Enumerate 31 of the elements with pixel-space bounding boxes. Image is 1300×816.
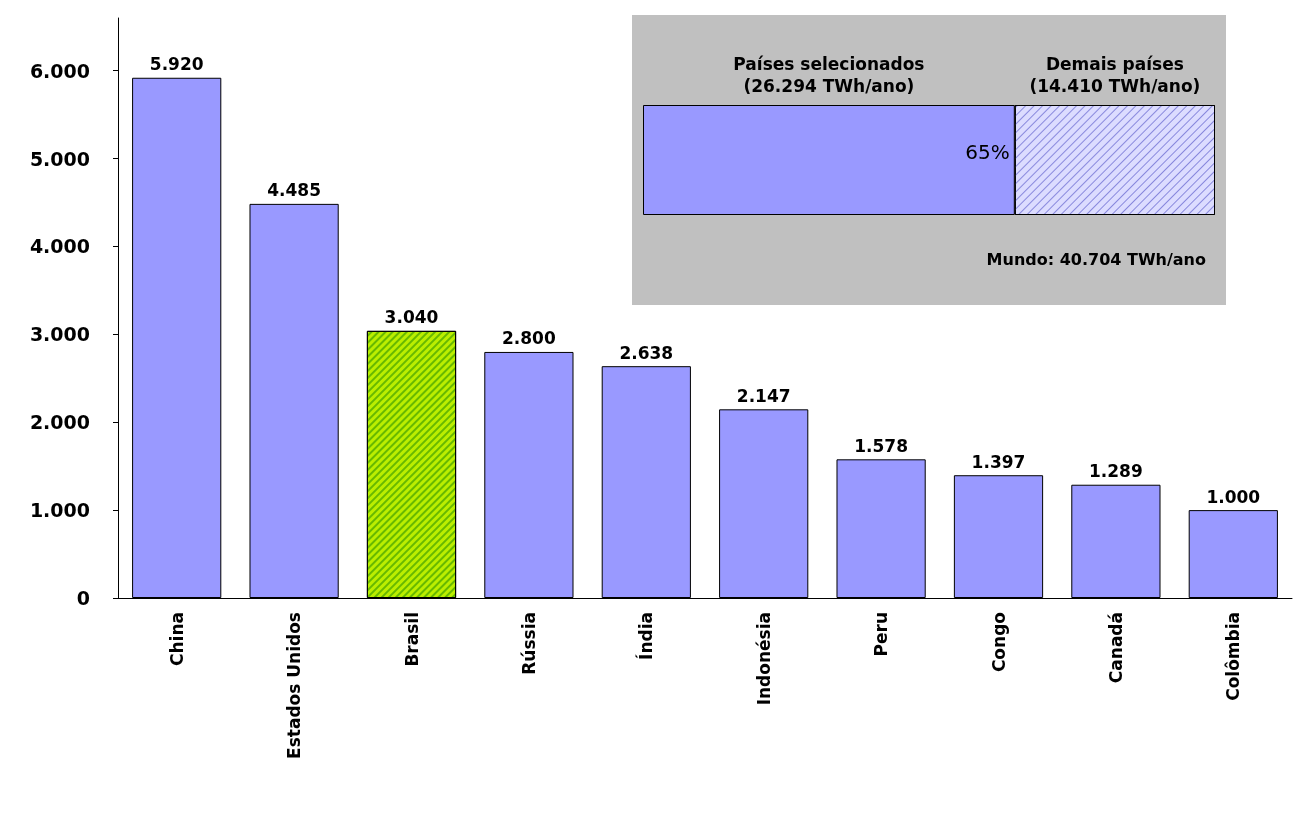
series-label: Demais países (14.410 TWh/ano) bbox=[1029, 54, 1201, 96]
x-tick-label: Estados Unidos bbox=[284, 612, 305, 759]
y-tick-label: 6.000 bbox=[29, 59, 90, 82]
data-label: 2.800 bbox=[502, 328, 556, 349]
x-tick-label: Índia bbox=[635, 612, 657, 660]
x-tick-label: Congo bbox=[988, 612, 1009, 673]
data-label: 2.147 bbox=[736, 385, 791, 406]
x-tick-label: China bbox=[166, 612, 187, 666]
data-label: 2.638 bbox=[619, 342, 674, 363]
y-tick-label: 1.000 bbox=[29, 499, 90, 522]
x-tick-label: Rússia bbox=[518, 612, 539, 675]
x-tick-label: Peru bbox=[871, 612, 892, 657]
data-label: 1.289 bbox=[1089, 461, 1143, 482]
data-label: 3.040 bbox=[384, 307, 439, 328]
y-tick-label: 5.000 bbox=[29, 147, 90, 170]
x-tick-label: Brasil bbox=[401, 612, 422, 667]
x-tick-label: Colômbia bbox=[1223, 612, 1244, 701]
y-tick-label: 3.000 bbox=[29, 323, 90, 346]
data-label: 1.578 bbox=[854, 435, 908, 456]
annotation: Mundo: 40.704 TWh/ano bbox=[986, 249, 1207, 269]
x-tick-label: Canadá bbox=[1105, 612, 1126, 684]
x-tick-label: Indonésia bbox=[753, 612, 774, 706]
y-tick-label: 2.000 bbox=[29, 411, 90, 434]
data-label: 1.000 bbox=[1206, 486, 1261, 507]
data-label: 65% bbox=[965, 140, 1010, 164]
y-tick-label: 0 bbox=[76, 587, 90, 609]
data-label: 4.485 bbox=[267, 180, 321, 201]
series-label: Países selecionados (26.294 TWh/ano) bbox=[733, 54, 925, 96]
data-label: 5.920 bbox=[149, 54, 204, 75]
data-label: 1.397 bbox=[971, 451, 1026, 472]
y-tick-label: 4.000 bbox=[29, 235, 90, 258]
